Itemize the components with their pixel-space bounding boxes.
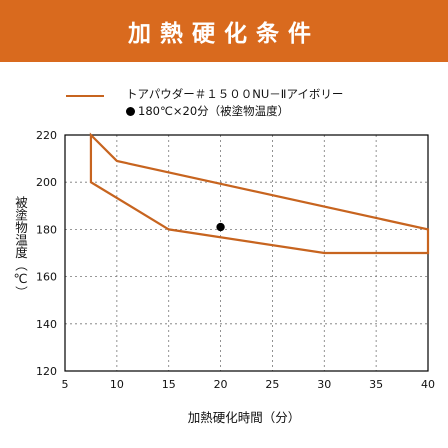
x-tick-label: 25 [265, 378, 279, 391]
title-banner: 加熱硬化条件 [0, 0, 448, 62]
y-axis-label: 被塗物温度（℃） [13, 196, 28, 299]
grid-lines [65, 135, 428, 371]
y-tick-label: 140 [36, 318, 57, 331]
x-tick-label: 35 [369, 378, 383, 391]
legend-series-label: トアパウダー＃１５００NU－Ⅱアイボリー [126, 87, 344, 101]
y-tick-label: 180 [36, 223, 57, 236]
data-points [216, 222, 225, 232]
y-tick-label: 220 [36, 129, 57, 142]
x-tick-label: 40 [421, 378, 435, 391]
legend-point-note: 180℃×20分（被塗物温度） [126, 103, 289, 119]
data-point [216, 222, 225, 232]
x-tick-label: 20 [214, 378, 228, 391]
legend-dot-icon [126, 107, 135, 116]
page-title: 加熱硬化条件 [128, 21, 320, 47]
curing-window-polygon [89, 132, 430, 255]
x-tick-label: 10 [110, 378, 124, 391]
y-tick-label: 200 [36, 176, 57, 189]
x-tick-label: 5 [62, 378, 69, 391]
legend: トアパウダー＃１５００NU－Ⅱアイボリー 180℃×20分（被塗物温度） [62, 84, 442, 124]
x-axis-label: 加熱硬化時間（分） [187, 410, 301, 425]
x-tick-label: 30 [317, 378, 331, 391]
y-tick-label: 120 [36, 365, 57, 378]
x-tick-labels: 5 10 15 20 25 30 35 40 [62, 378, 436, 391]
x-tick-label: 15 [162, 378, 176, 391]
legend-note-text: 180℃×20分（被塗物温度） [138, 104, 290, 118]
legend-line-swatch [66, 95, 104, 97]
y-tick-labels: 120 140 160 180 200 220 [36, 129, 57, 378]
y-tick-label: 160 [36, 271, 57, 284]
